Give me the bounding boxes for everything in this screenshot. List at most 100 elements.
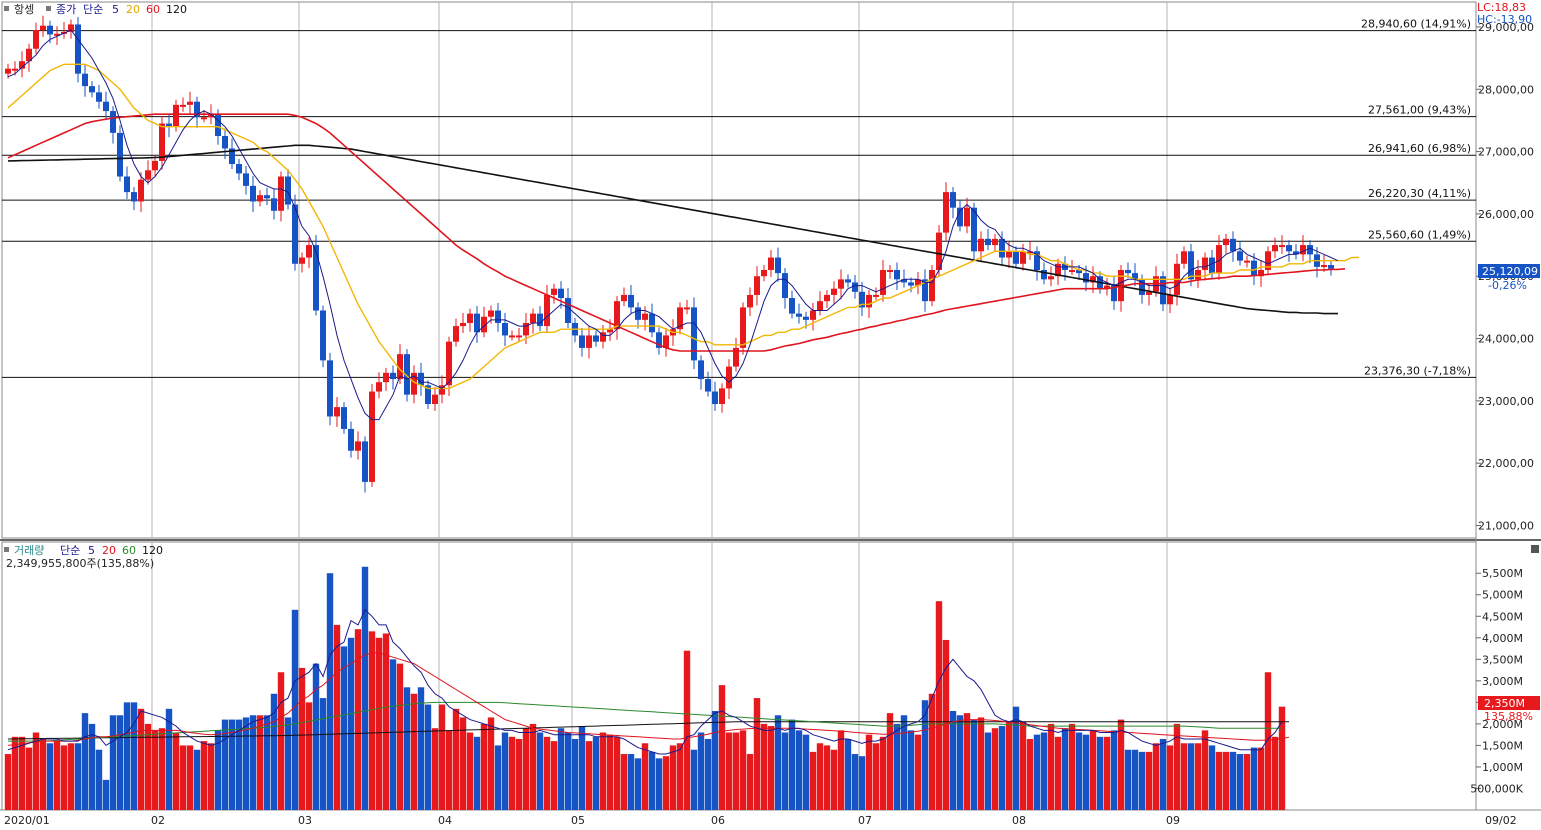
level-label: 26,941,60 (6,98%) xyxy=(1368,142,1471,155)
current-price-badge xyxy=(1478,264,1540,278)
symbol-label: 항셍 xyxy=(14,3,34,16)
candle-body xyxy=(313,245,319,311)
volume-bar xyxy=(452,708,460,810)
candle-body xyxy=(201,117,207,120)
volume-bar xyxy=(109,715,117,810)
candle-body xyxy=(376,382,382,392)
candle-body xyxy=(530,313,536,323)
legend-toggle-icon[interactable] xyxy=(46,6,51,11)
candle-body xyxy=(1104,285,1110,289)
volume-bar xyxy=(235,719,243,810)
volume-axis: 5,500M5,000M4,500M4,000M3,500M3,000M2,50… xyxy=(1470,567,1523,795)
horizontal-levels[interactable]: 28,940,60 (14,91%) 27,561,00 (9,43%) 26,94… xyxy=(2,18,1476,378)
volume-bar xyxy=(1019,721,1027,810)
candle-body xyxy=(425,385,431,404)
legend-toggle-icon[interactable] xyxy=(4,547,9,552)
candle-body xyxy=(229,148,235,165)
volume-bar xyxy=(823,745,831,810)
candle-body xyxy=(1202,257,1208,270)
candle-body xyxy=(600,332,606,342)
volume-bar xyxy=(354,629,362,810)
candle-body xyxy=(5,68,11,74)
candle-body xyxy=(1055,263,1061,277)
volume-bar xyxy=(1096,736,1104,810)
volume-bar xyxy=(1229,751,1237,810)
candle-body xyxy=(40,25,46,31)
volume-bar xyxy=(1173,723,1181,810)
candle-body xyxy=(1181,251,1187,264)
volume-bar xyxy=(494,745,502,810)
candle-body xyxy=(558,288,564,299)
volume-bar xyxy=(480,723,488,810)
volume-bar xyxy=(298,667,306,810)
candle-body xyxy=(978,238,984,252)
candle-body xyxy=(544,294,550,327)
price-pane[interactable] xyxy=(1,1,1477,539)
candle-body xyxy=(992,238,998,246)
volume-bar xyxy=(963,713,971,810)
candle-body xyxy=(89,86,95,93)
candle-body xyxy=(565,298,571,323)
volume-bar xyxy=(998,726,1006,810)
candle-body xyxy=(292,204,298,264)
volume-bar xyxy=(403,687,411,810)
price-tick-label: 28,000,00 xyxy=(1478,83,1534,96)
candle-body xyxy=(775,257,781,274)
date-tick-label: 06 xyxy=(711,814,725,827)
candle-body xyxy=(1139,279,1145,295)
candle-body xyxy=(1251,260,1257,277)
candle-body xyxy=(796,313,802,317)
candle-body xyxy=(488,310,494,317)
volume-bar xyxy=(627,754,635,810)
volume-bar xyxy=(102,779,110,810)
volume-bar xyxy=(1201,730,1209,810)
volume-bar xyxy=(634,758,642,810)
candle-body xyxy=(999,238,1005,258)
candle-body xyxy=(453,326,459,342)
volume-bar xyxy=(774,715,782,810)
volume-pane-collapse-icon[interactable] xyxy=(1531,545,1539,553)
volume-bar xyxy=(1278,706,1286,810)
volume-bar xyxy=(67,743,75,810)
vma60-line xyxy=(8,701,1282,742)
volume-bar xyxy=(858,756,866,810)
candle-body xyxy=(628,294,634,308)
candle-body xyxy=(719,388,725,404)
candle-body xyxy=(362,441,368,482)
candle-body xyxy=(467,313,473,323)
candle-body xyxy=(845,279,851,283)
candle-body xyxy=(236,164,242,174)
candle-body xyxy=(1090,276,1096,283)
candle-body xyxy=(1279,245,1285,248)
volume-bar xyxy=(284,717,292,810)
candle-body xyxy=(117,132,123,177)
volume-bar xyxy=(1222,751,1230,810)
level-label: 23,376,30 (-7,18%) xyxy=(1364,364,1471,377)
volume-bar xyxy=(1012,706,1020,810)
volume-bar xyxy=(704,738,712,810)
volume-bar xyxy=(879,736,887,810)
volume-bar xyxy=(697,732,705,810)
candle-body xyxy=(208,114,214,118)
candle-body xyxy=(96,92,102,102)
candle-body xyxy=(1034,251,1040,270)
volume-bar xyxy=(529,723,537,810)
volume-bar xyxy=(543,736,551,810)
candle-body xyxy=(579,335,585,348)
candle-body xyxy=(726,366,732,389)
volume-bar xyxy=(690,749,698,810)
volume-moving-averages xyxy=(7,608,1290,755)
candle-body xyxy=(257,195,263,202)
volume-bar xyxy=(837,730,845,810)
candle-body xyxy=(873,294,879,297)
legend-toggle-icon[interactable] xyxy=(4,6,9,11)
vma20-period: 20 xyxy=(102,544,116,557)
volume-bar xyxy=(1110,730,1118,810)
candle-body xyxy=(1167,294,1173,305)
volume-bar xyxy=(1215,751,1223,810)
candle-body xyxy=(887,270,893,272)
candle-body xyxy=(432,394,438,404)
candle-body xyxy=(1048,276,1054,280)
candle-body xyxy=(1195,270,1201,280)
